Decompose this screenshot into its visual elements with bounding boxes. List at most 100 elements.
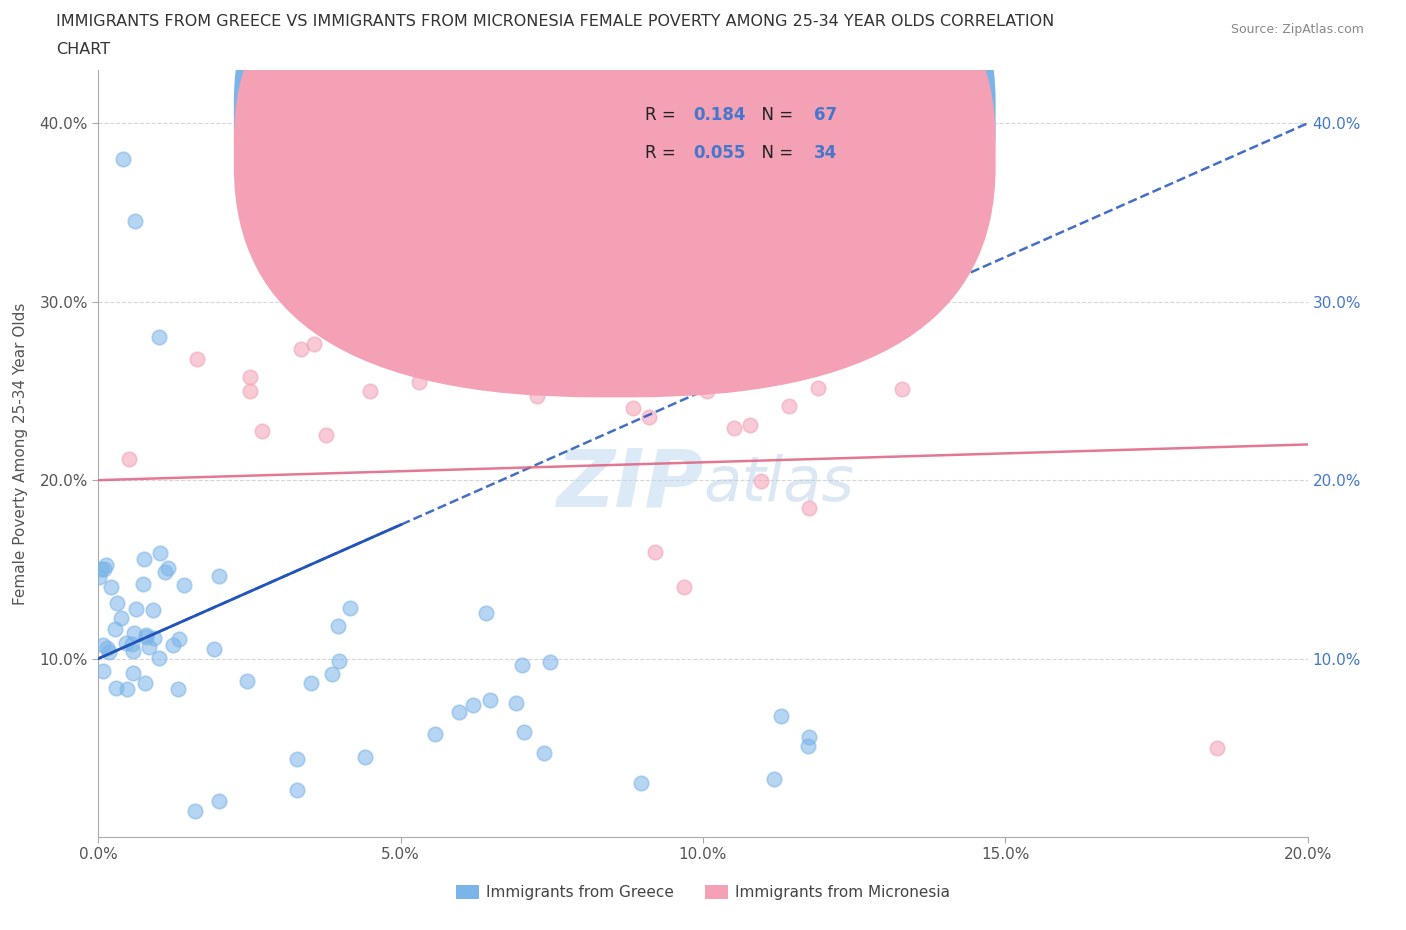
Text: atlas: atlas [703,454,853,514]
Point [98,644,121,659]
Point [90,562,112,577]
Point [389,330,412,345]
Point [408,374,430,389]
Point [252,424,274,439]
Point [799,730,821,745]
Point [104,681,127,696]
Point [478,357,501,372]
Point [87,569,110,584]
Point [526,389,548,404]
Point [474,605,496,620]
Point [208,794,231,809]
Legend: Immigrants from Greece, Immigrants from Micronesia: Immigrants from Greece, Immigrants from … [450,879,956,906]
Point [510,365,533,380]
Text: 34: 34 [814,144,838,163]
Point [326,618,349,633]
Text: R =: R = [645,106,681,124]
Y-axis label: Female Poverty Among 25-34 Year Olds: Female Poverty Among 25-34 Year Olds [14,302,28,604]
Point [891,381,914,396]
Point [723,421,745,436]
Point [285,782,308,797]
Point [105,596,128,611]
Point [239,370,262,385]
Text: 0.055: 0.055 [693,144,745,163]
Point [124,214,146,229]
Point [299,241,322,256]
Point [121,637,143,652]
Point [186,352,208,366]
Point [94,558,117,573]
Point [156,561,179,576]
Point [162,638,184,653]
Point [328,654,350,669]
Text: N =: N = [751,106,799,124]
Point [173,578,195,592]
Point [91,637,114,652]
Point [631,294,654,309]
Point [118,452,141,467]
Point [134,552,156,567]
Point [562,366,585,381]
Point [135,627,157,642]
Point [315,427,337,442]
Point [115,636,138,651]
Point [110,610,132,625]
Point [96,641,118,656]
Point [505,696,527,711]
Point [111,152,134,166]
Point [122,626,145,641]
FancyBboxPatch shape [233,0,995,359]
Point [447,705,470,720]
Point [149,546,172,561]
Text: ZIP: ZIP [555,445,703,523]
Point [740,418,762,432]
Point [339,600,361,615]
Point [104,621,127,636]
Text: N =: N = [751,144,799,163]
Point [510,658,533,672]
Point [662,342,685,357]
Point [202,642,225,657]
Point [696,384,718,399]
Point [93,561,115,576]
Point [797,739,820,754]
Point [630,776,652,790]
Point [135,630,157,644]
Text: 0.184: 0.184 [693,106,745,124]
Point [285,751,308,766]
Point [125,602,148,617]
Point [353,750,375,764]
Point [91,663,114,678]
Point [100,579,122,594]
Point [638,410,661,425]
Point [138,640,160,655]
Text: R =: R = [645,144,681,163]
Point [769,708,792,723]
Point [208,569,231,584]
Point [644,544,666,559]
Point [321,667,343,682]
Point [1206,740,1229,755]
Point [538,655,561,670]
Point [807,380,830,395]
Point [423,726,446,741]
Point [533,746,555,761]
Text: Source: ZipAtlas.com: Source: ZipAtlas.com [1230,23,1364,36]
FancyBboxPatch shape [233,0,995,397]
Point [132,577,155,591]
Point [142,603,165,618]
Point [184,804,207,818]
Point [299,675,322,690]
Point [778,399,800,414]
Point [290,341,312,356]
Point [672,579,695,594]
Point [134,675,156,690]
Point [148,330,170,345]
Point [621,401,644,416]
Point [571,259,593,273]
Point [122,665,145,680]
FancyBboxPatch shape [576,86,897,181]
Point [513,724,536,739]
Point [744,332,766,347]
Point [509,376,531,391]
